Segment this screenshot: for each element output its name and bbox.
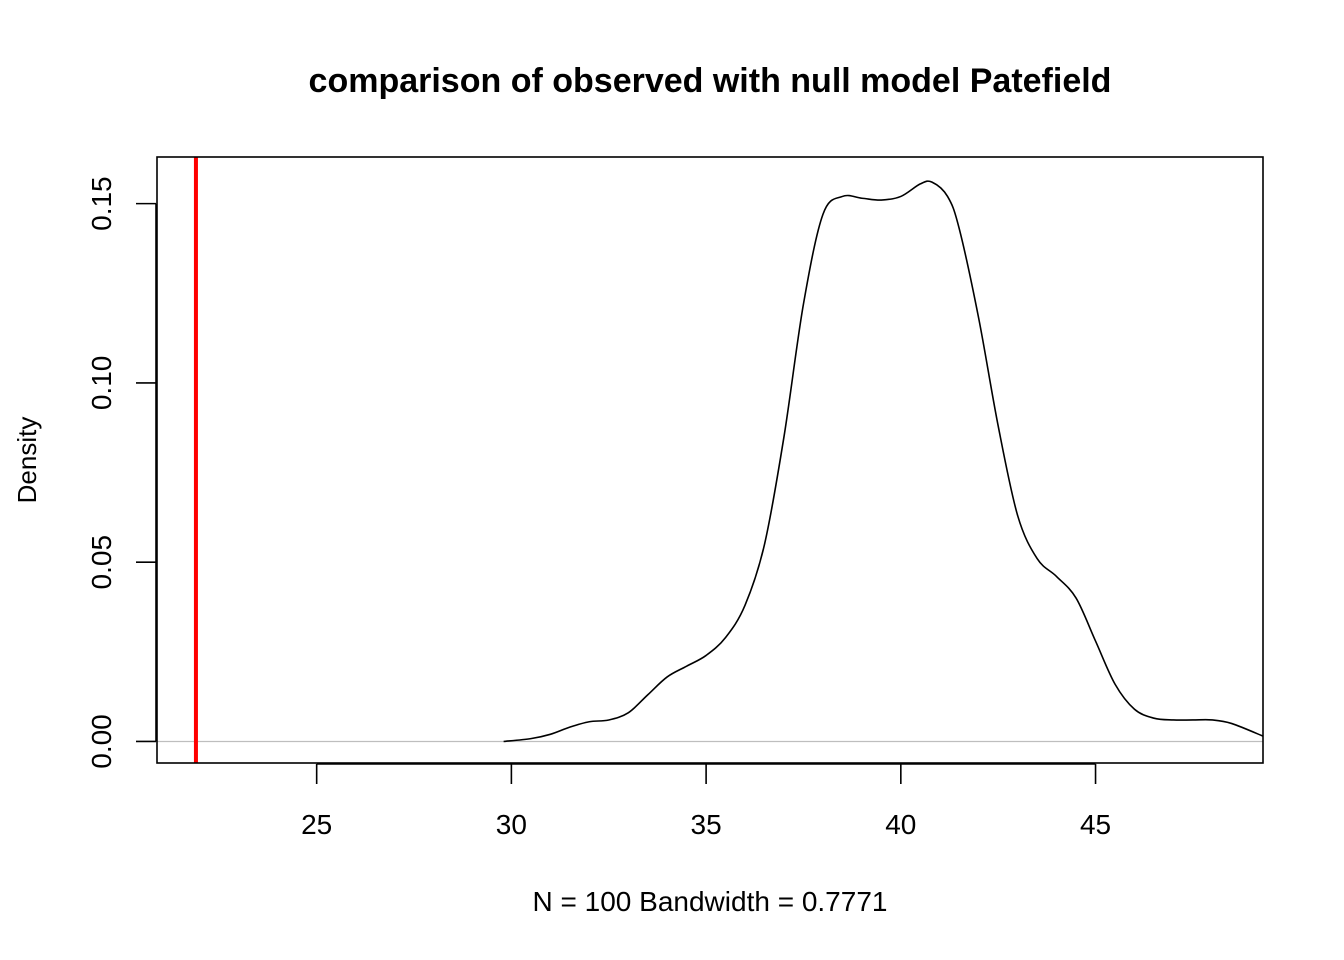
plot-area — [157, 157, 1263, 763]
chart-title: comparison of observed with null model P… — [309, 62, 1112, 100]
x-tick-label-4: 45 — [1080, 809, 1111, 840]
x-axis-label: N = 100 Bandwidth = 0.7771 — [533, 886, 888, 917]
x-tick-label-3: 40 — [885, 809, 916, 840]
plot-inner — [157, 157, 1263, 763]
x-tick-label-1: 30 — [496, 809, 527, 840]
axes: 25 30 35 40 45 0.00 0.05 0.10 0.15 — [86, 156, 1264, 840]
y-tick-label-0: 0.00 — [86, 714, 117, 769]
y-tick-label-2: 0.10 — [86, 356, 117, 411]
y-tick-label-3: 0.15 — [86, 176, 117, 231]
x-tick-label-2: 35 — [691, 809, 722, 840]
y-tick-label-1: 0.05 — [86, 535, 117, 590]
density-curve-0 — [503, 180, 1263, 743]
y-axis-label: Density — [12, 417, 42, 504]
x-tick-label-0: 25 — [301, 809, 332, 840]
plot-frame — [156, 156, 1264, 764]
